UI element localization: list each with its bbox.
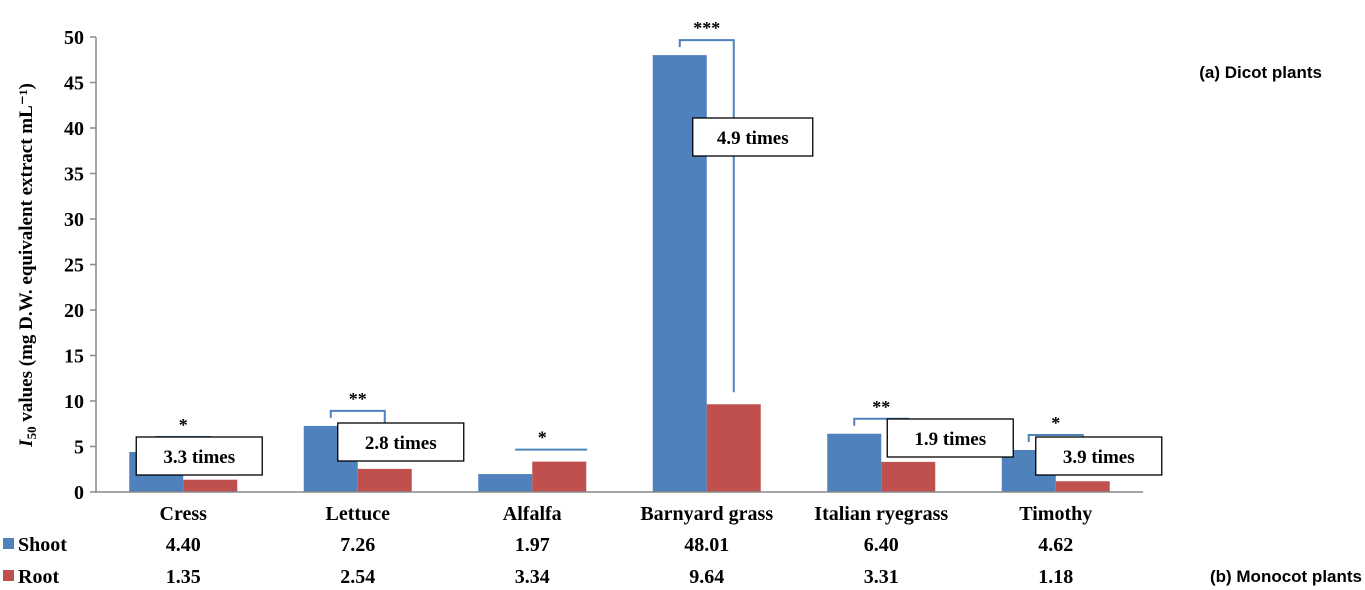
x-tick-label: Italian ryegrass <box>814 503 948 525</box>
y-tick-label: 20 <box>64 300 84 322</box>
y-tick-label: 5 <box>74 437 84 459</box>
legend-label-shoot: Shoot <box>18 534 67 556</box>
data-table-value: 1.97 <box>515 534 550 556</box>
data-table-value: 3.34 <box>515 566 550 588</box>
fold-change-label: 1.9 times <box>914 429 986 450</box>
x-tick-label: Timothy <box>1019 503 1092 525</box>
significance-stars: ** <box>872 397 890 417</box>
fold-change-label: 4.9 times <box>717 128 789 149</box>
fold-change-label: 2.8 times <box>365 433 437 454</box>
root-bar <box>706 404 761 492</box>
data-table-value: 3.31 <box>864 566 899 588</box>
fold-change-box <box>692 117 814 157</box>
x-tick-label: Lettuce <box>326 503 391 525</box>
y-axis-label: I50 values (mg D.W. equivalent extract m… <box>16 83 39 448</box>
significance-stars: ** <box>349 389 367 409</box>
significance-stars: * <box>1051 413 1060 433</box>
fold-change-box <box>1035 436 1163 476</box>
root-bar <box>881 461 936 492</box>
x-tick-label: Barnyard grass <box>640 503 773 525</box>
data-table-value: 9.64 <box>689 566 724 588</box>
data-table-value: 1.35 <box>166 566 201 588</box>
y-axis-ticks: 0 5 10 15 20 25 30 35 40 45 50 <box>64 27 96 504</box>
fold-change-box <box>886 418 1014 458</box>
legend-swatch-root <box>3 570 14 581</box>
legend-label-root: Root <box>18 566 59 588</box>
labels: Cress Lettuce Alfalfa Barnyard grass Italian… <box>3 503 1092 588</box>
monocot-annotation: (b) Monocot plants <box>1210 567 1362 586</box>
significance-stars: * <box>179 415 188 435</box>
data-table-value: 6.40 <box>864 534 899 556</box>
y-tick-label: 10 <box>64 391 84 413</box>
data-table-value: 48.01 <box>684 534 729 556</box>
root-bar <box>532 461 587 492</box>
fold-change-label: 3.9 times <box>1063 447 1135 468</box>
data-table-value: 7.26 <box>340 534 375 556</box>
legend-swatch-shoot <box>3 538 14 549</box>
significance-brackets: *3.3 times**2.8 times ****4.9 times**1.9 … <box>135 18 1163 476</box>
data-table-value: 2.54 <box>340 566 375 588</box>
root-bar <box>1055 481 1110 492</box>
dicot-annotation: (a) Dicot plants <box>1199 63 1322 82</box>
significance-bracket <box>678 39 735 393</box>
significance-stars: * <box>538 428 547 448</box>
data-table-value: 4.40 <box>166 534 201 556</box>
y-tick-label: 35 <box>64 164 84 186</box>
x-tick-label: Alfalfa <box>503 503 562 525</box>
y-tick-label: 25 <box>64 255 84 277</box>
y-tick-label: 15 <box>64 346 84 368</box>
y-tick-label: 50 <box>64 27 84 49</box>
y-tick-label: 40 <box>64 118 84 140</box>
x-tick-label: Cress <box>160 503 208 525</box>
fold-change-box <box>337 422 465 462</box>
fold-change-label: 3.3 times <box>163 447 235 468</box>
data-table-value: 1.18 <box>1038 566 1073 588</box>
root-bar <box>357 468 412 492</box>
y-tick-label: 0 <box>74 482 84 504</box>
root-bar <box>183 479 238 492</box>
significance-stars: *** <box>693 18 720 38</box>
fold-change-box <box>135 436 263 476</box>
y-tick-label: 30 <box>64 209 84 231</box>
shoot-bar <box>827 433 882 492</box>
data-table-value: 4.62 <box>1038 534 1073 556</box>
shoot-bar <box>478 474 533 492</box>
y-tick-label: 45 <box>64 73 84 95</box>
